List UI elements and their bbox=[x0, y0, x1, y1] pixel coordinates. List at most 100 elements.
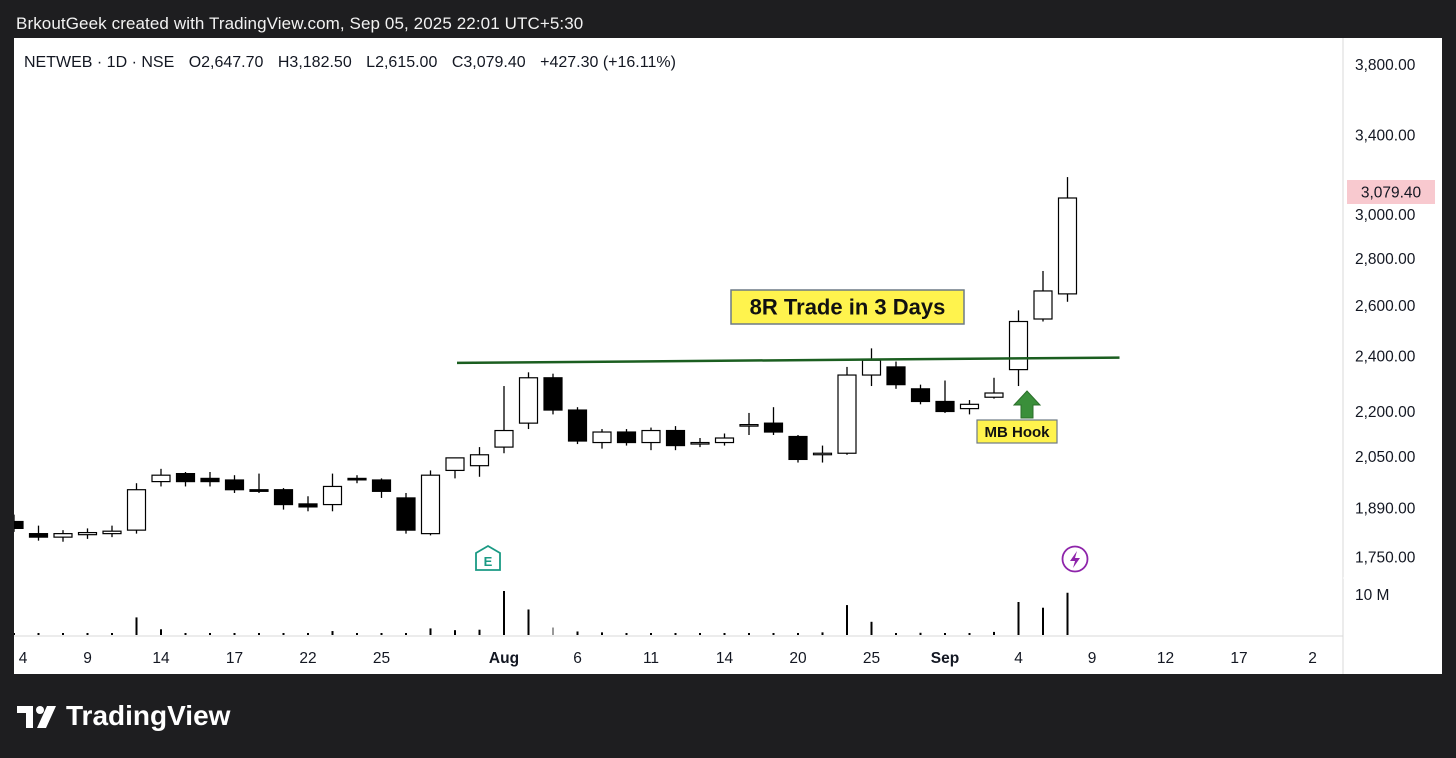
time-tick-label: 9 bbox=[1088, 650, 1097, 667]
time-tick-label: 11 bbox=[643, 650, 659, 667]
volume-bar bbox=[919, 632, 922, 635]
volume-bar bbox=[478, 629, 481, 635]
candlestick-chart[interactable]: NETWEB · 1D · NSE O2,647.70 H3,182.50 L2… bbox=[14, 38, 1442, 674]
mb-hook-box bbox=[976, 419, 1058, 444]
candle-body-down bbox=[886, 366, 906, 386]
candle bbox=[102, 525, 122, 538]
candle bbox=[151, 468, 171, 487]
price-tick-label: 2,200.00 bbox=[1355, 404, 1416, 421]
volume-bar bbox=[552, 627, 554, 635]
volume-bar bbox=[527, 609, 530, 635]
time-tick-label: 14 bbox=[152, 650, 170, 667]
volume-bar bbox=[1017, 602, 1020, 635]
time-tick-label: Aug bbox=[489, 650, 519, 667]
candle-body-down bbox=[175, 472, 196, 483]
dividend-marker[interactable] bbox=[1061, 545, 1089, 573]
candle-body-down bbox=[665, 429, 686, 447]
volume-bar bbox=[454, 630, 456, 635]
earnings-marker[interactable]: E bbox=[475, 544, 501, 571]
candle-body-up bbox=[714, 437, 735, 444]
candle bbox=[1057, 177, 1078, 302]
candle bbox=[984, 377, 1004, 399]
candle-body-down bbox=[14, 520, 24, 530]
footer-brand[interactable]: TradingView bbox=[16, 700, 230, 732]
candle-body-up bbox=[1008, 320, 1029, 371]
candle-body-down bbox=[347, 477, 367, 481]
volume-bar bbox=[821, 632, 824, 635]
legend-change: +427.30 (+16.11%) bbox=[540, 54, 676, 71]
volume-bar bbox=[258, 633, 260, 635]
price-tick-label: 1,890.00 bbox=[1355, 500, 1416, 517]
volume-bar bbox=[86, 633, 89, 635]
volume-bar bbox=[209, 633, 211, 635]
candles bbox=[14, 177, 1078, 542]
volume-bar bbox=[62, 633, 64, 635]
candle bbox=[445, 457, 465, 479]
candle bbox=[347, 475, 367, 484]
candle-body-up bbox=[420, 474, 441, 535]
candle-body-up bbox=[151, 474, 171, 483]
trade-callout-text: 8R Trade in 3 Days bbox=[750, 295, 946, 320]
volume-bar bbox=[503, 591, 505, 635]
candle bbox=[469, 447, 490, 477]
trade-callout-box bbox=[730, 289, 965, 325]
time-tick-label: 2 bbox=[1308, 650, 1317, 667]
volume-bar bbox=[160, 629, 162, 635]
volume-bar bbox=[576, 631, 579, 635]
candle-body-up bbox=[861, 359, 882, 376]
volume-axis-label: 10 M bbox=[1355, 587, 1389, 604]
volume-bar bbox=[1042, 607, 1044, 635]
volume-bar bbox=[282, 633, 285, 635]
resistance-line[interactable] bbox=[456, 356, 1120, 365]
candle-body-down bbox=[763, 422, 784, 433]
volume-bar bbox=[674, 633, 677, 635]
candle bbox=[763, 407, 784, 436]
candle bbox=[298, 496, 318, 512]
candle-body-down bbox=[200, 477, 220, 483]
legend-high: H3,182.50 bbox=[278, 54, 352, 71]
candle bbox=[739, 412, 759, 436]
candle bbox=[543, 373, 563, 415]
candle bbox=[714, 433, 735, 446]
earnings-icon bbox=[475, 544, 501, 571]
price-tick-label: 2,800.00 bbox=[1355, 251, 1416, 268]
price-tick-label: 2,400.00 bbox=[1355, 349, 1416, 366]
candle-body-down bbox=[273, 489, 294, 506]
candle-body-down bbox=[371, 479, 392, 492]
candle-body-down bbox=[298, 503, 318, 508]
candle bbox=[616, 429, 637, 446]
mb-hook-annotation[interactable]: MB Hook bbox=[976, 390, 1058, 444]
volume-bar bbox=[846, 605, 848, 635]
volume-bar bbox=[870, 621, 873, 635]
candle bbox=[273, 488, 294, 510]
chart-area[interactable]: NETWEB · 1D · NSE O2,647.70 H3,182.50 L2… bbox=[14, 38, 1442, 674]
candle-body-up bbox=[494, 429, 514, 448]
candle-body-up bbox=[53, 533, 73, 538]
trade-callout[interactable]: 8R Trade in 3 Days bbox=[730, 289, 965, 325]
candle-body-down bbox=[910, 388, 931, 403]
candle bbox=[396, 492, 416, 534]
candle-body-down bbox=[935, 400, 955, 413]
lightning-icon bbox=[1070, 551, 1080, 568]
time-tick-label: 20 bbox=[789, 650, 807, 667]
candle bbox=[249, 473, 269, 493]
time-tick-label: 25 bbox=[863, 650, 880, 667]
time-tick-label: 14 bbox=[716, 650, 734, 667]
candle-body-down bbox=[567, 409, 588, 442]
candle bbox=[1033, 270, 1053, 322]
price-tick-label: 2,050.00 bbox=[1355, 449, 1416, 466]
up-arrow-icon bbox=[1012, 390, 1042, 419]
volume-bar bbox=[895, 633, 897, 635]
candle bbox=[420, 470, 441, 536]
volume-bar bbox=[380, 633, 383, 635]
earnings-marker-label: E bbox=[484, 554, 493, 569]
candle bbox=[1008, 310, 1029, 387]
candle bbox=[175, 472, 196, 487]
candle-body-up bbox=[77, 531, 98, 536]
candle-body-up bbox=[322, 485, 343, 506]
candle-body-down bbox=[543, 377, 563, 411]
candle-body-up bbox=[739, 424, 759, 427]
candle-body-down bbox=[616, 431, 637, 444]
candle-body-up bbox=[837, 374, 857, 454]
candle bbox=[14, 514, 24, 532]
